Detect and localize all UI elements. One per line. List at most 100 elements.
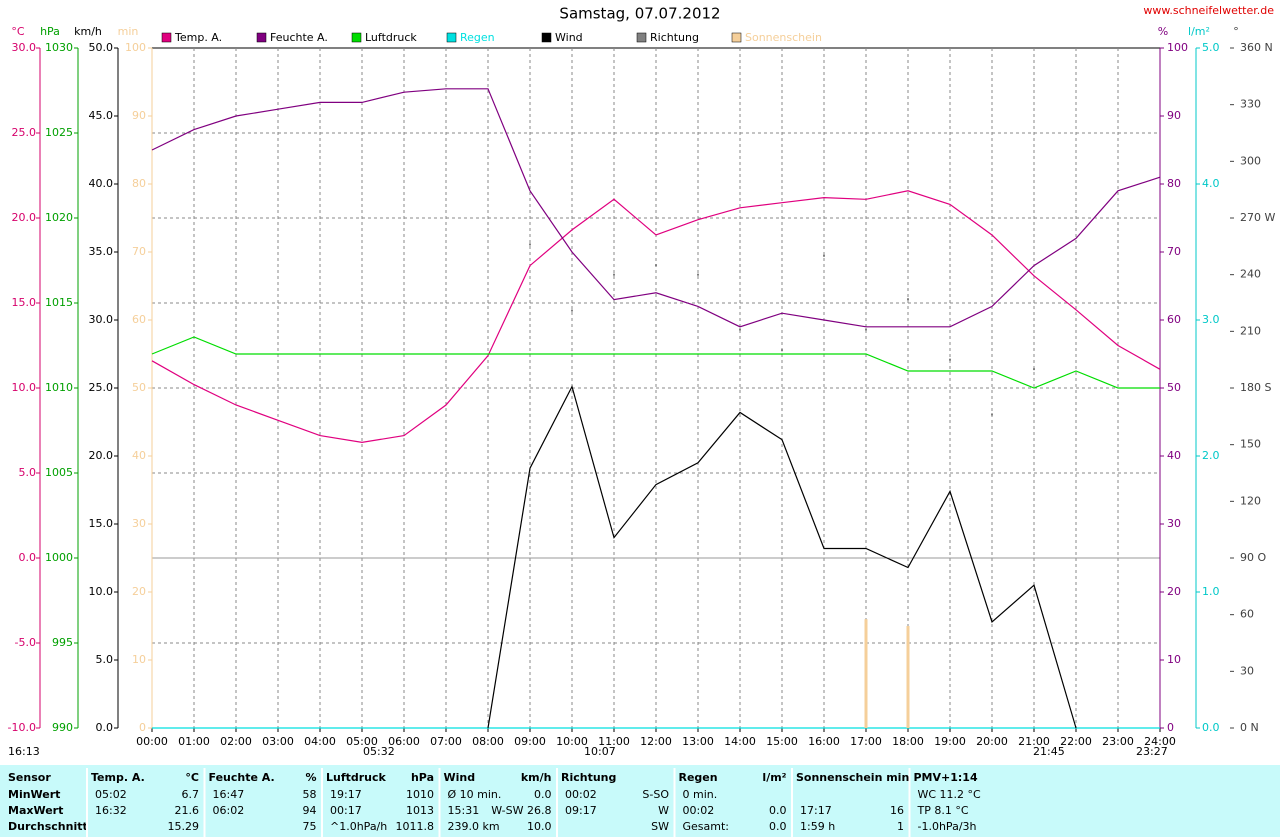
y-tick-label: 20.0 xyxy=(12,211,37,224)
direction-dot xyxy=(991,413,993,416)
stat-cell: 00:02 xyxy=(683,804,715,817)
legend-swatch xyxy=(731,32,742,43)
column-title: Feuchte A. xyxy=(209,771,275,784)
y-tick-label: -5.0 xyxy=(15,636,36,649)
y-tick-label: 30 xyxy=(132,517,146,530)
legend-label: Luftdruck xyxy=(365,31,417,44)
direction-dot xyxy=(823,254,825,257)
stat-cell: TP 8.1 °C xyxy=(917,804,969,817)
stat-cell: 0.0 xyxy=(534,788,552,801)
y-tick-label: 210 xyxy=(1240,324,1261,337)
stat-cell: -1.0hPa/3h xyxy=(918,820,977,833)
x-tick-label: 23:00 xyxy=(1102,735,1134,748)
x-tick-label: 20:00 xyxy=(976,735,1008,748)
stat-cell: 1013 xyxy=(406,804,434,817)
axis-unit: km/h xyxy=(74,25,102,38)
legend-label: Wind xyxy=(555,31,583,44)
legend-label: Sonnenschein xyxy=(745,31,822,44)
y-tick-label: 50.0 xyxy=(89,41,114,54)
stat-row-label: MinWert xyxy=(8,788,60,801)
column-title: Wind xyxy=(444,771,476,784)
stat-cell: W-SW 26.8 xyxy=(491,804,551,817)
y-tick-label: 90 xyxy=(132,109,146,122)
x-tick-label: 24:00 xyxy=(1144,735,1176,748)
y-tick-label: 25.0 xyxy=(12,126,37,139)
column-title: Regen xyxy=(679,771,718,784)
x-tick-label: 09:00 xyxy=(514,735,546,748)
x-tick-label: 01:00 xyxy=(178,735,210,748)
stat-cell: 1010 xyxy=(406,788,434,801)
column-unit: l/m² xyxy=(762,771,786,784)
legend-label: Regen xyxy=(460,31,495,44)
y-tick-label: 80 xyxy=(1167,177,1181,190)
legend-swatch xyxy=(541,32,552,43)
y-tick-label: 0 xyxy=(1167,721,1174,734)
y-tick-label: 150 xyxy=(1240,438,1261,451)
stat-cell: 1 xyxy=(897,820,904,833)
column-unit: % xyxy=(305,771,316,784)
direction-dot xyxy=(1033,368,1035,371)
site-url: www.schneifelwetter.de xyxy=(1143,4,1274,17)
stat-cell: 15:31 xyxy=(448,804,480,817)
axis-unit: ° xyxy=(1233,25,1239,38)
axis-unit: % xyxy=(1158,25,1168,38)
x-tick-label: 02:00 xyxy=(220,735,252,748)
direction-dot xyxy=(697,273,699,276)
y-tick-label: 300 xyxy=(1240,154,1261,167)
x-tick-label: 21:00 xyxy=(1018,735,1050,748)
series-line xyxy=(151,336,1160,389)
stat-cell: 05:02 xyxy=(95,788,127,801)
stat-cell: 75 xyxy=(303,820,317,833)
y-tick-label: 0.0 xyxy=(96,721,114,734)
y-tick-label: 15.0 xyxy=(89,517,114,530)
y-tick-label: 70 xyxy=(1167,245,1181,258)
y-tick-label: 330 xyxy=(1240,98,1261,111)
y-tick-label: 995 xyxy=(52,636,73,649)
y-tick-label: 40 xyxy=(1167,449,1181,462)
column-unit: hPa xyxy=(411,771,434,784)
stat-cell: 1011.8 xyxy=(396,820,435,833)
column-unit: km/h xyxy=(521,771,552,784)
direction-dot xyxy=(529,243,531,246)
stat-cell: 1:59 h xyxy=(800,820,835,833)
y-tick-label: -10.0 xyxy=(8,721,36,734)
x-tick-label: 03:00 xyxy=(262,735,294,748)
stat-row-label: MaxWert xyxy=(8,804,63,817)
x-tick-label: 04:00 xyxy=(304,735,336,748)
direction-dot xyxy=(907,298,909,301)
y-tick-label: 360 N xyxy=(1240,41,1273,54)
column-title: Richtung xyxy=(561,771,616,784)
y-tick-label: 5.0 xyxy=(1202,41,1220,54)
chart-title: Samstag, 07.07.2012 xyxy=(559,5,720,23)
axis-unit: min xyxy=(118,25,139,38)
x-tick-label: 15:00 xyxy=(766,735,798,748)
y-tick-label: 30.0 xyxy=(89,313,114,326)
x-tick-label: 10:00 xyxy=(556,735,588,748)
direction-dot xyxy=(613,273,615,276)
legend-label: Feuchte A. xyxy=(270,31,328,44)
stat-cell: WC 11.2 °C xyxy=(918,788,982,801)
y-tick-label: 4.0 xyxy=(1202,177,1220,190)
x-tick-label: 07:00 xyxy=(430,735,462,748)
stat-cell: 10.0 xyxy=(527,820,552,833)
stat-cell: 58 xyxy=(303,788,317,801)
y-tick-label: 0 N xyxy=(1240,721,1259,734)
axis-unit: l/m² xyxy=(1188,25,1210,38)
y-tick-label: 80 xyxy=(132,177,146,190)
stat-cell: Ø 10 min. xyxy=(448,788,502,801)
direction-dot xyxy=(949,358,951,361)
stat-cell: 0.0 xyxy=(769,820,787,833)
stat-cell: 17:17 xyxy=(800,804,832,817)
y-tick-label: 30.0 xyxy=(12,41,37,54)
y-tick-label: 40.0 xyxy=(89,177,114,190)
y-tick-label: 10 xyxy=(132,653,146,666)
column-title: Sonnenschein min xyxy=(796,771,909,784)
stat-cell: ^1.0hPa/h xyxy=(330,820,387,833)
legend-swatch xyxy=(256,32,267,43)
x-tick-label: 12:00 xyxy=(640,735,672,748)
time-annotation: 05:32 xyxy=(363,745,395,758)
x-tick-label: 13:00 xyxy=(682,735,714,748)
x-tick-label: 22:00 xyxy=(1060,735,1092,748)
legend-label: Richtung xyxy=(650,31,699,44)
stat-cell: 00:17 xyxy=(330,804,362,817)
